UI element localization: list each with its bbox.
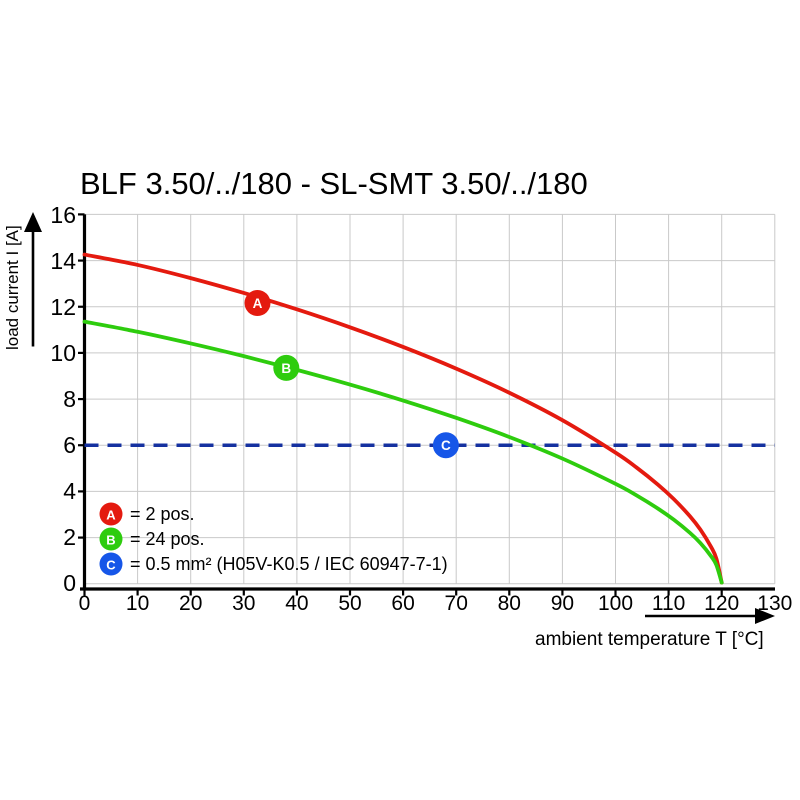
svg-text:30: 30 bbox=[232, 592, 255, 615]
svg-text:6: 6 bbox=[63, 432, 76, 458]
svg-text:4: 4 bbox=[63, 478, 76, 504]
svg-text:8: 8 bbox=[63, 386, 76, 412]
svg-text:BLF 3.50/../180 - SL-SMT 3.50/: BLF 3.50/../180 - SL-SMT 3.50/../180 bbox=[80, 166, 588, 201]
svg-text:90: 90 bbox=[551, 592, 574, 615]
svg-text:70: 70 bbox=[445, 592, 468, 615]
svg-text:load current I [A]: load current I [A] bbox=[3, 225, 22, 350]
svg-text:= 24 pos.: = 24 pos. bbox=[130, 529, 205, 549]
svg-text:16: 16 bbox=[50, 202, 76, 228]
svg-text:0: 0 bbox=[79, 592, 91, 615]
svg-text:120: 120 bbox=[704, 592, 739, 615]
svg-text:20: 20 bbox=[179, 592, 202, 615]
svg-text:10: 10 bbox=[126, 592, 149, 615]
svg-text:C: C bbox=[441, 438, 451, 453]
svg-text:= 0.5 mm² (H05V-K0.5 / IEC 609: = 0.5 mm² (H05V-K0.5 / IEC 60947-7-1) bbox=[130, 554, 448, 574]
svg-text:B: B bbox=[106, 533, 115, 548]
svg-text:80: 80 bbox=[498, 592, 521, 615]
svg-text:ambient temperature T [°C]: ambient temperature T [°C] bbox=[535, 629, 764, 650]
svg-text:0: 0 bbox=[63, 570, 76, 596]
svg-text:= 2 pos.: = 2 pos. bbox=[130, 504, 195, 524]
svg-text:A: A bbox=[106, 508, 116, 523]
svg-text:A: A bbox=[253, 296, 263, 311]
svg-text:50: 50 bbox=[338, 592, 361, 615]
svg-text:C: C bbox=[106, 558, 116, 573]
svg-text:100: 100 bbox=[598, 592, 633, 615]
svg-text:40: 40 bbox=[285, 592, 308, 615]
svg-text:60: 60 bbox=[391, 592, 414, 615]
svg-text:2: 2 bbox=[63, 524, 76, 550]
svg-text:12: 12 bbox=[50, 294, 76, 320]
svg-text:B: B bbox=[281, 361, 291, 376]
svg-text:10: 10 bbox=[50, 340, 76, 366]
svg-text:14: 14 bbox=[50, 248, 76, 274]
svg-text:110: 110 bbox=[652, 592, 685, 615]
